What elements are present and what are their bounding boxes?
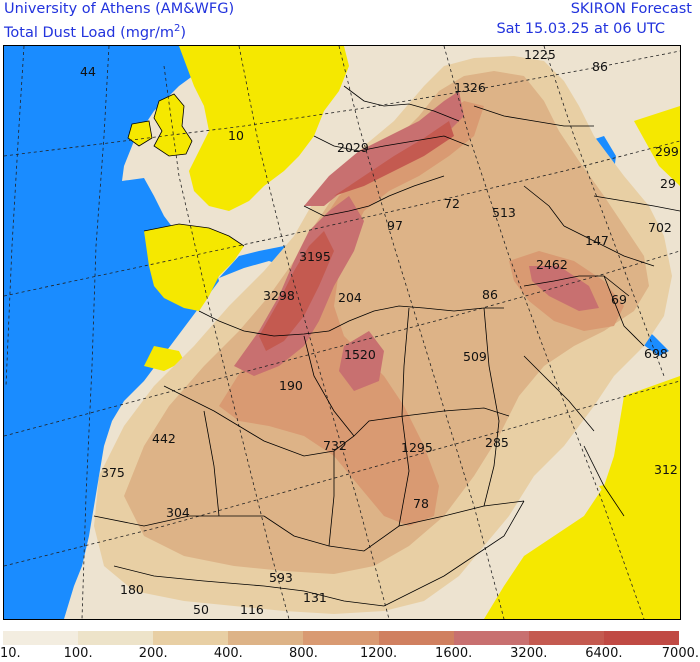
low-dust-iberia bbox=[144, 224, 244, 311]
dust-zone-400 bbox=[124, 71, 649, 574]
legend-color-box bbox=[153, 631, 229, 645]
low-dust-europe bbox=[179, 46, 349, 211]
map-canvas: 44 10 1326 1225 86 299 29 2029 72 513 70… bbox=[4, 46, 680, 619]
graticule bbox=[4, 46, 680, 619]
dust-zone-800 bbox=[219, 101, 484, 526]
legend-color-box bbox=[78, 631, 154, 645]
value-label: 72 bbox=[444, 196, 460, 211]
dust-zone-3200-north bbox=[334, 121, 454, 196]
value-label: 10 bbox=[228, 128, 244, 143]
value-label: 285 bbox=[485, 435, 509, 450]
variable-title-text: Total Dust Load (mgr/m bbox=[4, 24, 175, 41]
value-label: 513 bbox=[492, 205, 516, 220]
value-label: 1225 bbox=[524, 47, 556, 62]
value-label: 1295 bbox=[401, 440, 433, 455]
valid-time: Sat 15.03.25 at 06 UTC bbox=[496, 21, 665, 37]
legend-tick-label: 1200. bbox=[359, 646, 398, 661]
dust-zone-1600-center bbox=[339, 331, 384, 391]
value-labels: 44 10 1326 1225 86 299 29 2029 72 513 70… bbox=[80, 47, 679, 617]
value-label: 702 bbox=[648, 220, 672, 235]
value-label: 312 bbox=[654, 462, 678, 477]
value-label: 304 bbox=[166, 505, 190, 520]
value-label: 375 bbox=[101, 465, 125, 480]
dust-zone-1600-north bbox=[304, 91, 464, 206]
legend-tick-label: 10. bbox=[0, 646, 21, 661]
value-label: 116 bbox=[240, 602, 264, 617]
legend-color-box bbox=[528, 631, 604, 645]
country-borders bbox=[93, 85, 680, 607]
value-label: 147 bbox=[585, 233, 609, 248]
legend-tick-label: 800. bbox=[288, 646, 318, 661]
value-label: 131 bbox=[303, 590, 327, 605]
ireland bbox=[127, 120, 153, 147]
value-label: 1520 bbox=[344, 347, 376, 362]
institution-title: University of Athens (AM&WFG) bbox=[4, 1, 235, 17]
legend-color-box bbox=[378, 631, 454, 645]
value-label: 86 bbox=[482, 287, 498, 302]
value-label: 698 bbox=[644, 346, 668, 361]
legend-color-box bbox=[603, 631, 679, 645]
legend-color-box bbox=[453, 631, 529, 645]
low-dust-north-africa-coast bbox=[144, 346, 184, 371]
value-label: 180 bbox=[120, 582, 144, 597]
legend-tick-label: 400. bbox=[213, 646, 243, 661]
dust-zone-3200 bbox=[259, 231, 334, 351]
value-label: 299 bbox=[655, 144, 679, 159]
legend-tick-label: 7000. bbox=[661, 646, 699, 661]
value-label: 442 bbox=[152, 431, 176, 446]
british-isles bbox=[153, 93, 193, 157]
legend-tick-label: 3200. bbox=[510, 646, 548, 661]
legend-tick-label: 1600. bbox=[435, 646, 473, 661]
value-label: 2029 bbox=[337, 140, 369, 155]
value-label: 593 bbox=[269, 570, 293, 585]
value-label: 204 bbox=[338, 290, 362, 305]
low-dust-arabia-east bbox=[634, 106, 680, 186]
legend-tick-label: 200. bbox=[138, 646, 168, 661]
value-label: 69 bbox=[611, 292, 627, 307]
value-label: 29 bbox=[660, 176, 676, 191]
variable-title-exponent: 2 bbox=[174, 23, 181, 34]
model-title: SKIRON Forecast bbox=[570, 1, 692, 17]
value-label: 509 bbox=[463, 349, 487, 364]
color-legend bbox=[3, 631, 679, 645]
value-label: 2462 bbox=[536, 257, 568, 272]
dust-zone-1600-east bbox=[529, 266, 599, 311]
legend-tick-label: 6400. bbox=[585, 646, 623, 661]
legend-labels: 10. 100. 200. 400. 800. 1200. 1600. 3200. 6400. 7… bbox=[0, 646, 700, 662]
value-label: 50 bbox=[193, 602, 209, 617]
value-label: 3298 bbox=[263, 288, 295, 303]
low-dust-south-east bbox=[484, 376, 680, 619]
value-label: 190 bbox=[279, 378, 303, 393]
value-label: 86 bbox=[592, 59, 608, 74]
value-label: 78 bbox=[413, 496, 429, 511]
legend-color-box bbox=[303, 631, 379, 645]
variable-title-close: ) bbox=[180, 24, 187, 41]
value-label: 732 bbox=[323, 438, 347, 453]
value-label: 44 bbox=[80, 64, 96, 79]
legend-color-box bbox=[3, 631, 79, 645]
atlantic-ocean bbox=[4, 46, 219, 619]
dust-map: 44 10 1326 1225 86 299 29 2029 72 513 70… bbox=[3, 45, 681, 620]
variable-title: Total Dust Load (mgr/m2) bbox=[4, 20, 186, 42]
legend-tick-label: 100. bbox=[63, 646, 93, 661]
value-label: 97 bbox=[387, 218, 403, 233]
value-label: 3195 bbox=[299, 249, 331, 264]
value-label: 1326 bbox=[454, 80, 486, 95]
low-dust-yemen bbox=[599, 481, 644, 516]
legend-color-box bbox=[228, 631, 304, 645]
